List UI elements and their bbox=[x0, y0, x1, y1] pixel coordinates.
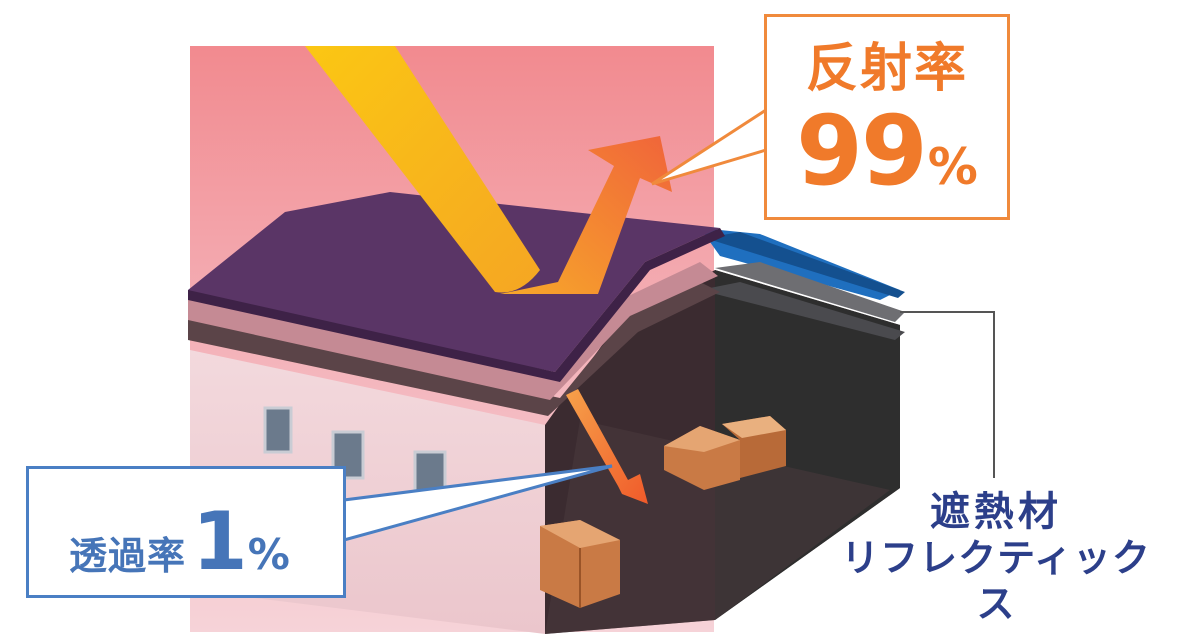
material-label: 遮熱材 bbox=[930, 489, 1062, 535]
reflectance-unit: % bbox=[927, 138, 978, 196]
insulation-layer-blue-edge bbox=[705, 232, 905, 298]
reflectance-value: 99 bbox=[796, 95, 928, 207]
transmittance-unit: % bbox=[247, 530, 290, 579]
reflectance-value-row: 99% bbox=[767, 103, 1007, 199]
window bbox=[263, 406, 293, 454]
sun-ray-arrow bbox=[305, 46, 540, 293]
cardboard-box bbox=[540, 520, 620, 608]
transmittance-value: 1 bbox=[192, 495, 248, 588]
roof-top-edge bbox=[188, 228, 725, 382]
insulation-layer-dark bbox=[700, 282, 905, 340]
transmitted-ray-arrow bbox=[566, 389, 648, 504]
reflectance-callout: 反射率 99% bbox=[764, 14, 1010, 220]
warehouse-floor bbox=[545, 420, 890, 634]
transmittance-label: 透過率 bbox=[69, 534, 187, 578]
transmittance-text-row: 透過率1% bbox=[69, 495, 290, 588]
roof-underlayer-dark bbox=[188, 282, 720, 416]
insulation-material-caption: 遮熱材 リフレクティックス bbox=[826, 488, 1166, 627]
roof-underlayer-pink bbox=[188, 262, 718, 400]
transmittance-callout: 透過率1% bbox=[26, 466, 346, 598]
cardboard-box bbox=[664, 416, 786, 490]
material-leader-line bbox=[900, 311, 995, 478]
reflected-ray-arrow bbox=[500, 136, 672, 294]
material-product-name: リフレクティックス bbox=[841, 536, 1151, 626]
reflectance-label: 反射率 bbox=[805, 39, 968, 99]
insulation-layer-grey bbox=[715, 262, 905, 322]
